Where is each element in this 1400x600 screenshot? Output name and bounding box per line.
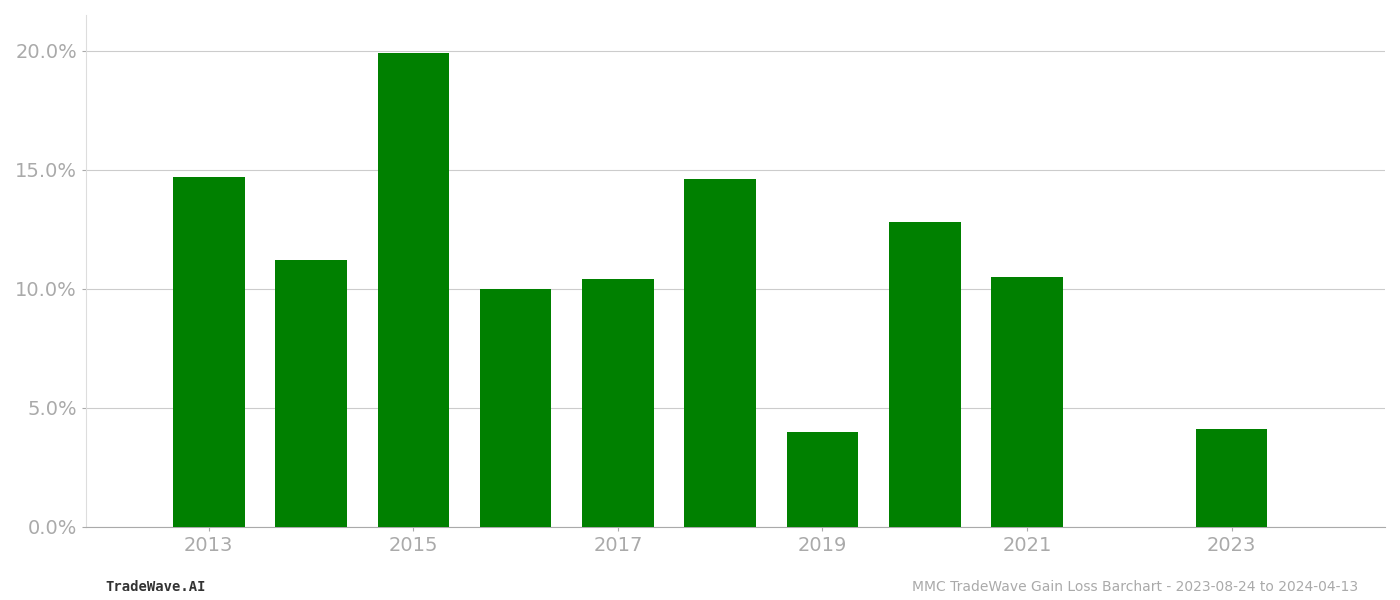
Bar [889,222,960,527]
Bar [480,289,552,527]
Text: MMC TradeWave Gain Loss Barchart - 2023-08-24 to 2024-04-13: MMC TradeWave Gain Loss Barchart - 2023-… [911,580,1358,594]
Bar [378,53,449,527]
Bar [685,179,756,527]
Bar [991,277,1063,527]
Bar [174,177,245,527]
Text: TradeWave.AI: TradeWave.AI [105,580,206,594]
Bar [1196,430,1267,527]
Bar [787,432,858,527]
Bar [582,280,654,527]
Bar [276,260,347,527]
